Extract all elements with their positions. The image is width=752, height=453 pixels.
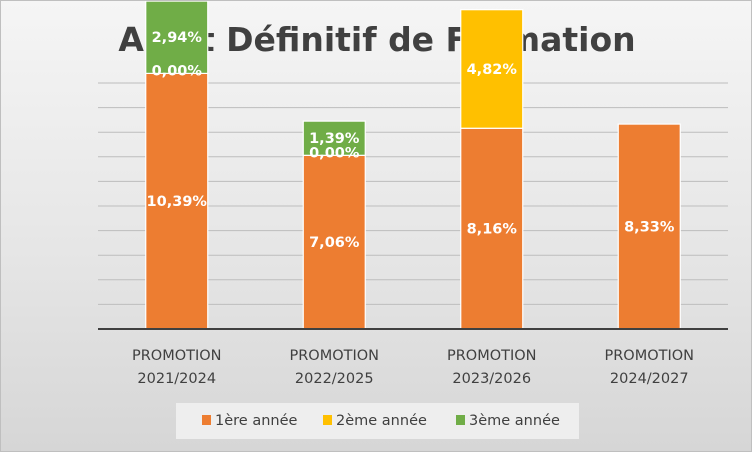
- category-label: PROMOTION: [604, 348, 694, 364]
- bars: [145, 1, 681, 330]
- bar-segment: [145, 1, 209, 75]
- data-label: 10,39%: [147, 194, 208, 210]
- legend-box: [176, 403, 579, 439]
- data-label: 0,00%: [309, 145, 360, 161]
- category-label: 2024/2027: [610, 371, 689, 387]
- bar-segment: [460, 9, 524, 129]
- legend-swatch: [323, 415, 332, 425]
- data-label: 0,00%: [152, 63, 203, 79]
- bar-segment: [617, 123, 681, 330]
- category-label: PROMOTION: [289, 348, 379, 364]
- data-label: 8,16%: [467, 222, 518, 238]
- category-label: PROMOTION: [132, 348, 222, 364]
- legend-label: 3ème année: [469, 413, 560, 429]
- bar-segment: [302, 154, 366, 330]
- legend-label: 2ème année: [336, 413, 427, 429]
- data-label: 8,33%: [624, 220, 675, 236]
- category-label: 2022/2025: [295, 371, 374, 387]
- data-label: 1,39%: [309, 131, 360, 147]
- category-label: PROMOTION: [447, 348, 537, 364]
- x-axis: PROMOTION 2021/2024 PROMOTION 2022/2025 PROM…: [98, 328, 728, 387]
- bar-segment: [145, 72, 209, 330]
- legend: 1ère année 2ème année 3ème année: [176, 403, 579, 439]
- category-label: 2021/2024: [137, 371, 216, 387]
- data-label: 4,82%: [467, 62, 518, 78]
- legend-swatch: [456, 415, 465, 425]
- data-label: 2,94%: [152, 30, 203, 46]
- bar-segment: [460, 127, 524, 330]
- data-labels: 10,39%0,00%2,94%7,06%0,00%1,39%8,16%4,82…: [147, 30, 675, 251]
- data-label: 7,06%: [309, 235, 360, 251]
- legend-swatch: [202, 415, 211, 425]
- legend-label: 1ère année: [215, 413, 298, 429]
- bar-segment: [302, 120, 366, 156]
- category-label: 2023/2026: [452, 371, 531, 387]
